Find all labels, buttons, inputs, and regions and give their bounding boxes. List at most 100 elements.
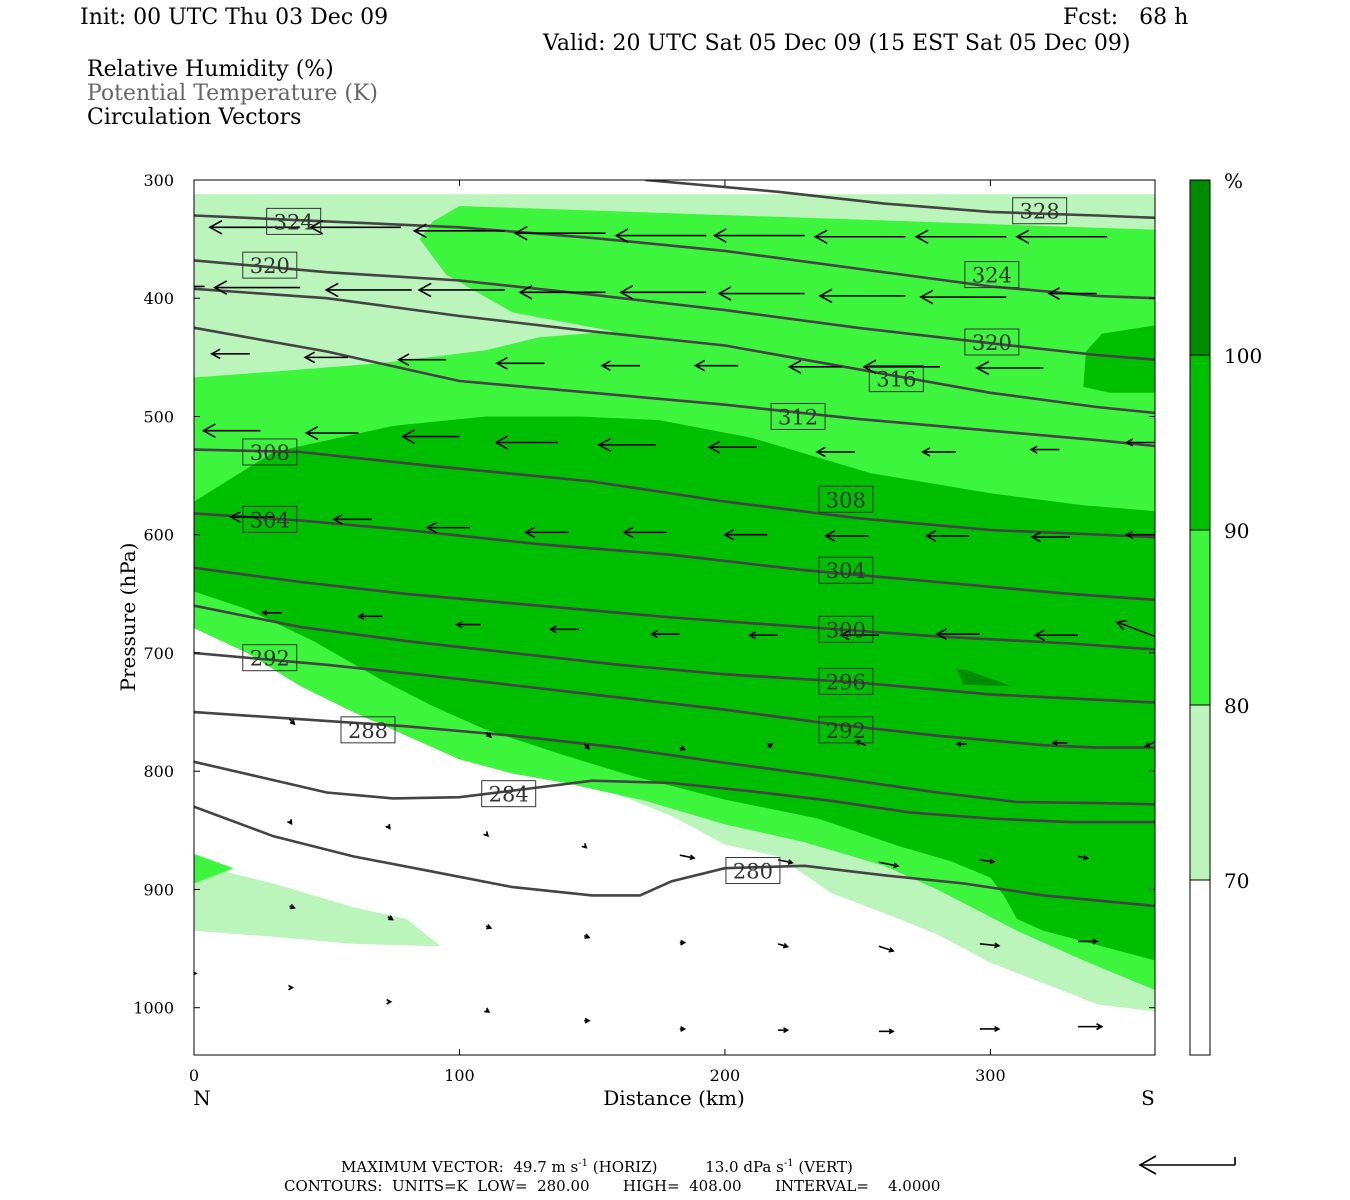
legend-relative-humidity: Relative Humidity (%) (87, 57, 334, 82)
contour-label-320: 320 (242, 251, 298, 279)
contour-labels: 324 328 320 324 320 316 312 308 308 304 304 300 292 2… (242, 197, 1068, 885)
svg-text:280: 280 (733, 860, 773, 884)
vector-arrow-25 (693, 359, 739, 372)
x-left-end-label: N (193, 1086, 211, 1110)
vector-arrow-41 (425, 521, 471, 534)
plot-frame (193, 179, 1156, 1056)
svg-text:308: 308 (250, 441, 290, 465)
y-tick-label-1000: 1000 (133, 999, 174, 1018)
vector-arrow-15 (619, 285, 707, 300)
x-tick-label-100: 100 (444, 1066, 475, 1085)
contour-label-280: 280 (725, 857, 781, 885)
vector-arrow-58 (1115, 619, 1155, 638)
vector-arrow-91 (679, 1026, 687, 1032)
vector-arrow-46 (924, 530, 970, 542)
vector-arrow-94 (979, 1025, 1001, 1032)
legend-circulation-vectors: Circulation Vectors (87, 105, 302, 130)
vector-arrow-53 (649, 629, 680, 639)
vector-arrow-78 (387, 915, 394, 921)
vector-arrow-49 (260, 609, 282, 616)
vector-arrow-3 (412, 223, 505, 239)
theta-contour-320 (194, 259, 1155, 361)
x-right-end-label: S (1141, 1086, 1155, 1110)
colorbar-band-3 (1190, 355, 1210, 530)
x-tick-label-200: 200 (710, 1066, 741, 1085)
y-axis-title: Pressure (hPa) (116, 543, 140, 692)
colorbar-band-1 (1190, 705, 1210, 880)
rh-region-90-100-5 (1083, 325, 1155, 393)
vector-arrow-71 (581, 843, 588, 849)
theta-contour-280 (194, 805, 1155, 908)
vector-arrow-60 (485, 731, 492, 739)
svg-text:304: 304 (826, 559, 866, 583)
vector-arrow-21 (303, 351, 348, 364)
colorbar-level-80: 80 (1224, 694, 1249, 718)
vector-arrow-62 (679, 745, 687, 751)
theta-contour-296 (194, 604, 1155, 704)
vector-arrow-51 (455, 621, 481, 629)
vector-arrow-74 (878, 861, 900, 869)
contour-label-304: 304 (242, 505, 298, 533)
vector-arrow-32 (494, 435, 558, 450)
vector-arrow-37 (1029, 445, 1060, 454)
vector-arrow-84 (979, 942, 1001, 949)
rh-region-90-100-4 (194, 416, 1155, 961)
vector-arrow-24 (600, 360, 640, 371)
vector-arrow-57 (1033, 629, 1079, 642)
vector-arrow-28 (975, 360, 1044, 376)
vector-arrow-75 (979, 858, 996, 865)
vector-arrow-17 (818, 288, 906, 304)
svg-text:308: 308 (826, 488, 866, 512)
contour-label-304: 304 (818, 556, 874, 584)
vector-arrow-33 (597, 437, 656, 453)
vector-arrow-2 (309, 219, 402, 235)
vector-arrow-13 (417, 282, 505, 298)
vector-arrow-69 (385, 823, 391, 830)
svg-text:320: 320 (972, 331, 1012, 355)
vector-arrow-26 (787, 359, 842, 374)
forecast-hour: Fcst: 68 h (1063, 5, 1189, 30)
svg-text:284: 284 (489, 783, 529, 807)
svg-text:324: 324 (972, 264, 1012, 288)
vector-arrow-66 (1051, 739, 1068, 746)
vector-arrow-22 (397, 353, 447, 367)
vector-arrow-80 (583, 933, 591, 939)
colorbar: 70 80 90 100 (1189, 179, 1262, 1056)
vector-arrow-11 (213, 280, 301, 295)
svg-text:328: 328 (1020, 200, 1060, 224)
contour-label-324: 324 (266, 207, 322, 235)
contour-label-296: 296 (818, 667, 874, 695)
theta-contour-292 (194, 651, 1155, 749)
vector-arrow-77 (289, 903, 296, 910)
rh-region-70-80-1 (194, 865, 441, 947)
theta-contour-288 (194, 710, 1155, 806)
vector-arrow-16 (717, 286, 805, 301)
contour-label-328: 328 (1012, 197, 1068, 225)
vector-arrow-52 (548, 625, 579, 634)
x-tick-label-300: 300 (975, 1066, 1006, 1085)
vector-arrow-95 (1078, 1023, 1104, 1031)
vector-arrow-40 (332, 514, 372, 525)
vector-arrow-63 (766, 742, 774, 749)
contour-label-284: 284 (481, 780, 537, 808)
valid-time: Valid: 20 UTC Sat 05 Dec 09 (15 EST Sat … (543, 31, 1131, 56)
axes: 300 400 500 600 700 800 900 1000 0 100 200 300 (133, 171, 1155, 1085)
colorbar-band-0 (1190, 880, 1210, 1055)
contour-label-312: 312 (770, 402, 826, 430)
contour-label-288: 288 (340, 716, 396, 744)
colorbar-level-100: 100 (1224, 344, 1262, 368)
footer-max-vector: MAXIMUM VECTOR: 49.7 m s-1 (HORIZ) 13.0 … (341, 1158, 853, 1176)
vector-arrow-47 (1030, 531, 1071, 543)
colorbar-level-90: 90 (1224, 519, 1249, 543)
vector-arrow-7 (813, 229, 906, 245)
svg-text:288: 288 (348, 719, 388, 743)
y-tick-label-500: 500 (143, 407, 174, 426)
legend-potential-temperature: Potential Temperature (K) (87, 81, 378, 106)
vector-arrow-56 (935, 628, 980, 640)
svg-text:300: 300 (826, 618, 866, 642)
svg-text:316: 316 (876, 368, 916, 392)
contour-label-320: 320 (964, 328, 1020, 356)
vector-arrow-8 (914, 229, 1007, 245)
theta-contour-304 (194, 512, 1155, 602)
vector-arrow-35 (815, 446, 856, 458)
